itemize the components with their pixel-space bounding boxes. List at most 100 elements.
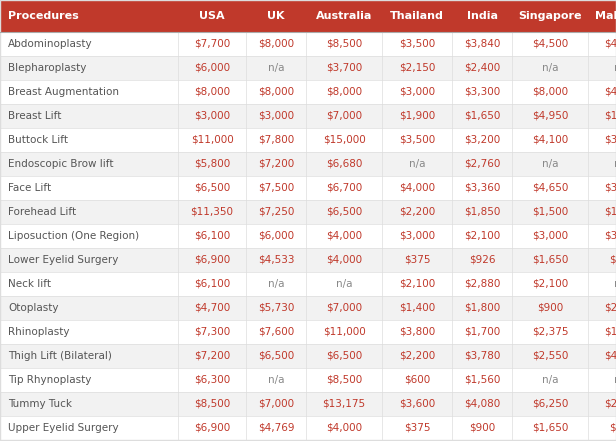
Text: $13,175: $13,175 (322, 399, 365, 409)
Text: $7,000: $7,000 (258, 399, 294, 409)
Text: $770: $770 (609, 255, 616, 265)
Text: Rhinoplasty: Rhinoplasty (8, 327, 70, 337)
Text: $2,100: $2,100 (464, 231, 500, 241)
Text: $4,533: $4,533 (257, 255, 294, 265)
Text: Australia: Australia (316, 11, 372, 21)
Text: $2,375: $2,375 (532, 327, 568, 337)
Text: n/a: n/a (614, 159, 616, 169)
Text: $8,500: $8,500 (326, 39, 362, 49)
Text: $7,200: $7,200 (258, 159, 294, 169)
Text: $7,000: $7,000 (326, 111, 362, 121)
Text: n/a: n/a (614, 63, 616, 73)
Text: n/a: n/a (268, 279, 284, 289)
Bar (0, 392, 616, 416)
Text: $4,650: $4,650 (532, 183, 568, 193)
Text: $5,730: $5,730 (258, 303, 294, 313)
Text: $3,500: $3,500 (399, 39, 435, 49)
Text: $1,400: $1,400 (399, 303, 435, 313)
Text: $11,350: $11,350 (190, 207, 233, 217)
Bar (0, 416, 616, 440)
Text: Liposuction (One Region): Liposuction (One Region) (8, 231, 139, 241)
Text: $4,080: $4,080 (464, 399, 500, 409)
Text: $375: $375 (403, 423, 430, 433)
Text: $1,700: $1,700 (464, 327, 500, 337)
Text: $3,000: $3,000 (399, 87, 435, 97)
Text: $3,000: $3,000 (604, 231, 616, 241)
Text: n/a: n/a (541, 159, 558, 169)
Text: n/a: n/a (268, 63, 284, 73)
Bar (0, 104, 616, 128)
Text: $900: $900 (537, 303, 563, 313)
Text: Tummy Tuck: Tummy Tuck (8, 399, 72, 409)
Bar (0, 128, 616, 152)
Text: $1,000: $1,000 (604, 111, 616, 121)
Text: $2,100: $2,100 (532, 279, 568, 289)
Text: Upper Eyelid Surgery: Upper Eyelid Surgery (8, 423, 119, 433)
Text: $926: $926 (469, 255, 495, 265)
Text: $6,500: $6,500 (258, 351, 294, 361)
Text: $1,650: $1,650 (532, 423, 568, 433)
Text: $3,300: $3,300 (464, 87, 500, 97)
Text: $6,300: $6,300 (194, 375, 230, 385)
Text: n/a: n/a (541, 63, 558, 73)
Text: Malaysia: Malaysia (595, 11, 616, 21)
Text: $3,000: $3,000 (532, 231, 568, 241)
Text: $6,100: $6,100 (194, 231, 230, 241)
Text: Tip Rhynoplasty: Tip Rhynoplasty (8, 375, 91, 385)
Text: $4,700: $4,700 (194, 303, 230, 313)
Text: $2,760: $2,760 (464, 159, 500, 169)
Text: $7,200: $7,200 (194, 351, 230, 361)
Bar (0, 248, 616, 272)
Text: $7,800: $7,800 (258, 135, 294, 145)
Text: $7,600: $7,600 (258, 327, 294, 337)
Bar (0, 200, 616, 224)
Text: $6,500: $6,500 (194, 183, 230, 193)
Text: $3,500: $3,500 (604, 135, 616, 145)
Text: $3,780: $3,780 (464, 351, 500, 361)
Text: $6,700: $6,700 (326, 183, 362, 193)
Text: Blepharoplasty: Blepharoplasty (8, 63, 86, 73)
Text: $2,550: $2,550 (532, 351, 568, 361)
Text: Procedures: Procedures (8, 11, 79, 21)
Text: $6,500: $6,500 (326, 207, 362, 217)
Text: $8,000: $8,000 (194, 87, 230, 97)
Text: n/a: n/a (541, 375, 558, 385)
Text: $3,500: $3,500 (604, 183, 616, 193)
Text: $2,150: $2,150 (399, 63, 435, 73)
Text: $7,000: $7,000 (326, 303, 362, 313)
Text: $7,500: $7,500 (258, 183, 294, 193)
Bar (0, 152, 616, 176)
Text: $3,000: $3,000 (258, 111, 294, 121)
Bar (0, 272, 616, 296)
Bar (0, 80, 616, 104)
Text: $600: $600 (404, 375, 430, 385)
Text: $1,500: $1,500 (532, 207, 568, 217)
Text: Breast Lift: Breast Lift (8, 111, 62, 121)
Text: Thailand: Thailand (390, 11, 444, 21)
Text: $4,000: $4,000 (604, 87, 616, 97)
Text: n/a: n/a (336, 279, 352, 289)
Bar (0, 344, 616, 368)
Text: $2,200: $2,200 (399, 351, 435, 361)
Text: $6,000: $6,000 (258, 231, 294, 241)
Text: $11,000: $11,000 (323, 327, 365, 337)
Text: $1,950: $1,950 (604, 207, 616, 217)
Text: $6,680: $6,680 (326, 159, 362, 169)
Text: $1,560: $1,560 (464, 375, 500, 385)
Text: $2,880: $2,880 (464, 279, 500, 289)
Text: $3,200: $3,200 (464, 135, 500, 145)
Text: $3,840: $3,840 (464, 39, 500, 49)
Text: Lower Eyelid Surgery: Lower Eyelid Surgery (8, 255, 118, 265)
Bar (0, 320, 616, 344)
Text: Singapore: Singapore (518, 11, 582, 21)
Text: $2,000: $2,000 (604, 303, 616, 313)
Text: $3,000: $3,000 (399, 231, 435, 241)
Text: $8,000: $8,000 (258, 87, 294, 97)
Bar (0, 224, 616, 248)
Text: $8,000: $8,000 (532, 87, 568, 97)
Text: $1,650: $1,650 (532, 255, 568, 265)
Text: $375: $375 (403, 255, 430, 265)
Text: $3,700: $3,700 (326, 63, 362, 73)
Text: $3,000: $3,000 (194, 111, 230, 121)
Text: $1,650: $1,650 (464, 111, 500, 121)
